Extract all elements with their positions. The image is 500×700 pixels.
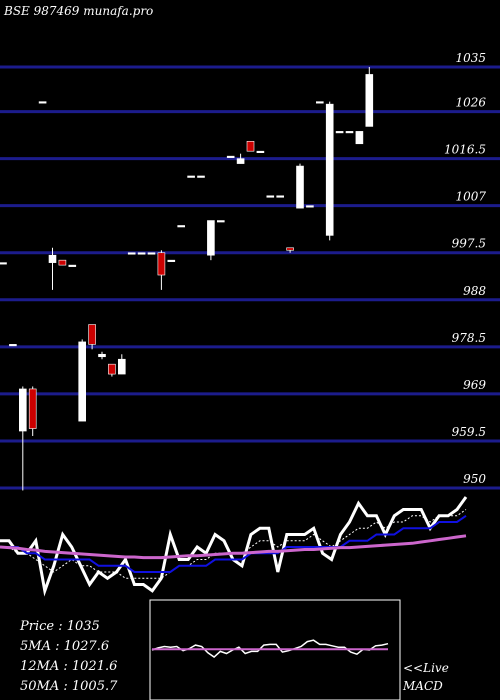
candle-body: [345, 131, 354, 134]
y-tick-label: 997.5: [452, 237, 486, 251]
candle-body: [286, 247, 294, 251]
price-grid: [0, 65, 500, 490]
candle-body: [266, 195, 275, 198]
candle-body: [98, 353, 106, 358]
y-tick-label: 988: [463, 284, 486, 298]
candle-body: [48, 254, 57, 263]
candle-body: [167, 259, 176, 262]
y-tick-label: 1035: [455, 51, 486, 65]
moving-average-panel: [0, 496, 468, 597]
candle-body: [108, 363, 116, 375]
candle-body: [58, 259, 67, 266]
candle-body: [325, 103, 334, 236]
candle-body: [197, 175, 205, 178]
stat-50ma: 50MA : 1005.7: [20, 679, 118, 694]
y-tick-label: 1016.5: [444, 143, 486, 157]
candle-body: [187, 175, 195, 178]
y-tick-label: 950: [463, 472, 486, 486]
candle-body: [226, 155, 235, 158]
candle-body: [207, 220, 215, 256]
candle-body: [217, 220, 225, 223]
y-tick-label: 1026: [455, 96, 486, 110]
candle-body: [236, 158, 245, 164]
macd-label: MACD: [402, 679, 443, 693]
macd-line-macd: [151, 639, 389, 658]
candle-body: [147, 252, 156, 255]
candle-body: [118, 358, 126, 375]
candle-body: [127, 252, 136, 255]
stat-price: Price : 1035: [19, 619, 100, 634]
y-tick-label: 1007: [455, 190, 486, 204]
ma-line-12ma: [0, 514, 467, 573]
candle-body: [306, 205, 314, 208]
y-tick-label: 969: [463, 378, 486, 392]
stat-5ma: 5MA : 1027.6: [20, 639, 109, 654]
candle-body: [0, 262, 7, 265]
stat-12ma: 12MA : 1021.6: [20, 659, 117, 674]
candle-body: [246, 140, 255, 152]
candle-body: [355, 131, 364, 145]
candle-body: [88, 324, 96, 345]
y-tick-label: 978.5: [452, 331, 486, 345]
y-tick-label: 959.5: [452, 425, 486, 439]
ma-line-50ma: [0, 534, 467, 560]
chart-title: BSE 987469 munafa.pro: [3, 4, 153, 18]
candle-body: [28, 388, 37, 429]
candle-body: [9, 344, 17, 347]
candle-body: [296, 165, 304, 209]
candle-body: [276, 195, 285, 198]
candle-body: [38, 101, 47, 104]
candle-body: [177, 225, 185, 228]
candle-body: [365, 74, 374, 127]
candle-body: [315, 101, 324, 104]
price-axis-labels: 1035 1026 1016.5 1007 997.5 988 978.5 969 959.5 9…: [444, 51, 486, 486]
candle-body: [256, 150, 265, 153]
candle-body: [157, 252, 166, 276]
candle-body: [68, 264, 77, 267]
candlestick-series: [0, 67, 374, 491]
candle-body: [18, 388, 27, 432]
candle-body: [137, 252, 146, 255]
macd-series: [151, 639, 389, 658]
macd-live-label: <<Live: [403, 661, 449, 675]
candle-body: [78, 341, 86, 422]
candle-body: [335, 131, 344, 134]
